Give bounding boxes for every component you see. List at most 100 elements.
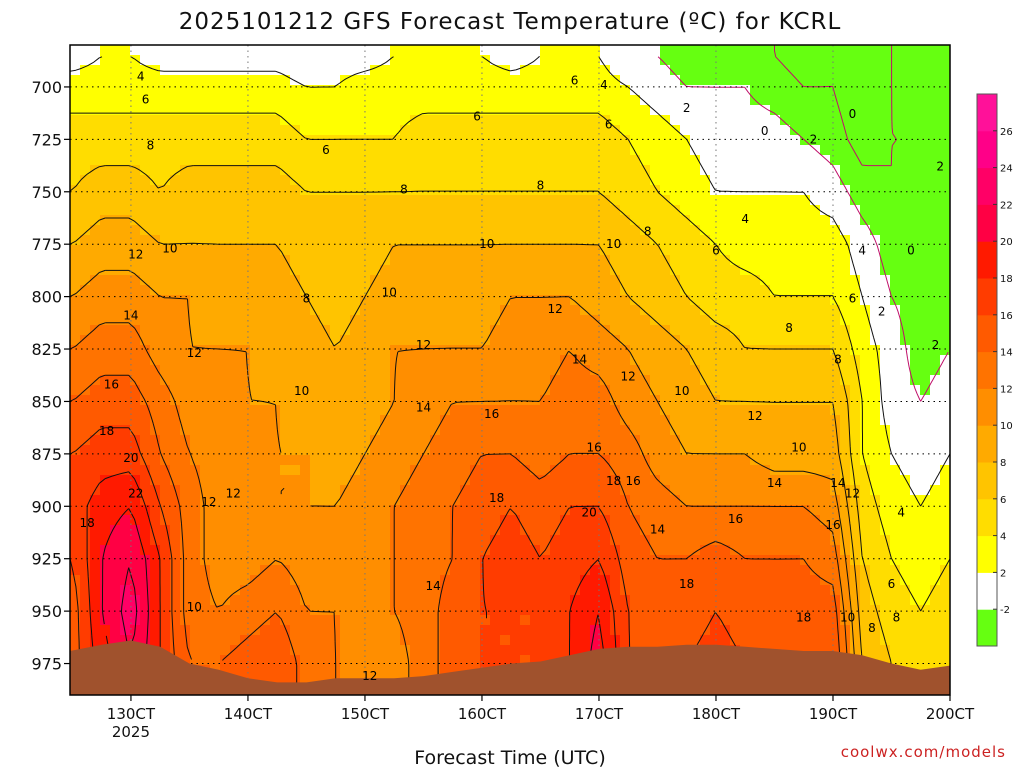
temperature-cell	[700, 515, 711, 526]
temperature-cell	[180, 45, 191, 56]
temperature-cell	[610, 595, 621, 606]
temperature-cell	[480, 295, 491, 306]
temperature-cell	[440, 175, 451, 186]
temperature-cell	[140, 455, 151, 466]
temperature-cell	[210, 375, 221, 386]
temperature-cell	[300, 455, 311, 466]
temperature-cell	[820, 85, 831, 96]
temperature-cell	[470, 395, 481, 406]
temperature-cell	[780, 225, 791, 236]
temperature-cell	[720, 85, 731, 96]
temperature-cell	[460, 485, 471, 496]
temperature-cell	[420, 225, 431, 236]
temperature-cell	[930, 215, 941, 226]
temperature-cell	[640, 515, 651, 526]
temperature-cell	[100, 365, 111, 376]
temperature-cell	[110, 605, 121, 616]
temperature-cell	[780, 155, 791, 166]
temperature-cell	[530, 315, 541, 326]
temperature-cell	[650, 255, 661, 266]
temperature-cell	[470, 295, 481, 306]
temperature-cell	[120, 225, 131, 236]
temperature-cell	[680, 365, 691, 376]
temperature-cell	[70, 595, 81, 606]
temperature-cell	[410, 115, 421, 126]
temperature-cell	[800, 375, 811, 386]
temperature-cell	[460, 295, 471, 306]
temperature-cell	[230, 45, 241, 56]
temperature-cell	[860, 45, 871, 56]
temperature-cell	[280, 65, 291, 76]
temperature-cell	[170, 325, 181, 336]
temperature-cell	[440, 365, 451, 376]
temperature-cell	[650, 555, 661, 566]
temperature-cell	[700, 295, 711, 306]
temperature-cell	[560, 135, 571, 146]
temperature-cell	[190, 335, 201, 346]
temperature-cell	[270, 115, 281, 126]
temperature-cell	[750, 545, 761, 556]
temperature-cell	[470, 605, 481, 616]
temperature-cell	[220, 275, 231, 286]
temperature-cell	[100, 445, 111, 456]
temperature-cell	[540, 555, 551, 566]
temperature-cell	[480, 485, 491, 496]
temperature-cell	[410, 355, 421, 366]
temperature-cell	[820, 505, 831, 516]
temperature-cell	[440, 515, 451, 526]
temperature-cell	[340, 325, 351, 336]
temperature-cell	[710, 235, 721, 246]
temperature-cell	[700, 175, 711, 186]
temperature-cell	[820, 105, 831, 116]
temperature-cell	[660, 565, 671, 576]
temperature-cell	[100, 595, 111, 606]
temperature-cell	[160, 505, 171, 516]
temperature-cell	[940, 135, 950, 146]
temperature-cell	[540, 85, 551, 96]
temperature-cell	[890, 195, 901, 206]
temperature-cell	[930, 245, 941, 256]
temperature-cell	[650, 215, 661, 226]
temperature-cell	[140, 345, 151, 356]
temperature-cell	[420, 85, 431, 96]
temperature-cell	[100, 495, 111, 506]
temperature-cell	[360, 605, 371, 616]
temperature-cell	[740, 55, 751, 66]
temperature-cell	[590, 445, 601, 456]
temperature-cell	[490, 465, 501, 476]
temperature-cell	[720, 145, 731, 156]
temperature-cell	[220, 335, 231, 346]
temperature-cell	[140, 575, 151, 586]
temperature-cell	[880, 525, 891, 536]
temperature-cell	[690, 255, 701, 266]
temperature-cell	[90, 115, 101, 126]
temperature-cell	[120, 545, 131, 556]
temperature-cell	[840, 145, 851, 156]
temperature-cell	[500, 275, 511, 286]
temperature-cell	[800, 65, 811, 76]
temperature-cell	[530, 425, 541, 436]
temperature-cell	[860, 135, 871, 146]
temperature-cell	[220, 55, 231, 66]
temperature-cell	[330, 455, 341, 466]
temperature-cell	[550, 255, 561, 266]
temperature-cell	[220, 185, 231, 196]
temperature-cell	[380, 95, 391, 106]
temperature-cell	[410, 435, 421, 446]
temperature-cell	[340, 295, 351, 306]
temperature-cell	[840, 75, 851, 86]
temperature-cell	[180, 365, 191, 376]
temperature-cell	[560, 355, 571, 366]
temperature-cell	[430, 175, 441, 186]
temperature-cell	[730, 505, 741, 516]
temperature-cell	[350, 545, 361, 556]
temperature-cell	[230, 455, 241, 466]
temperature-cell	[930, 445, 941, 456]
temperature-cell	[910, 415, 921, 426]
temperature-cell	[410, 605, 421, 616]
temperature-cell	[200, 395, 211, 406]
temperature-cell	[130, 345, 141, 356]
temperature-cell	[800, 315, 811, 326]
temperature-cell	[100, 405, 111, 416]
temperature-cell	[440, 305, 451, 316]
